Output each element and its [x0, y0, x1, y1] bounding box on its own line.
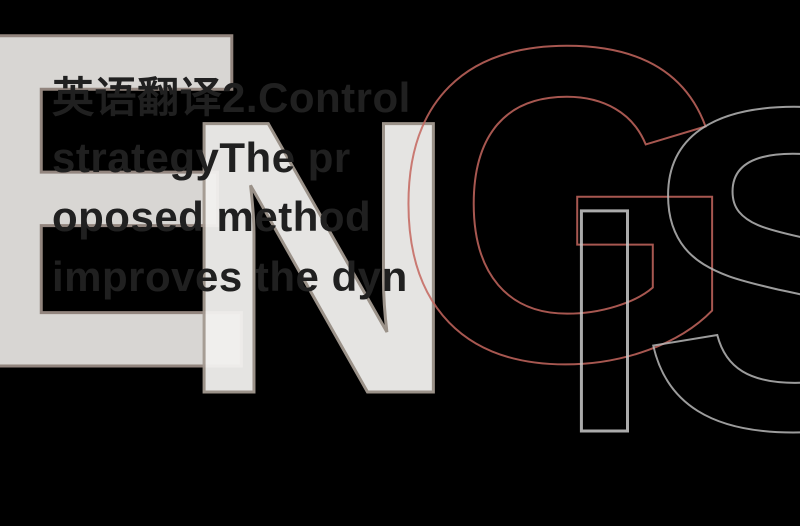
translation-prompt-text: 英语翻译2.Control strategyThe pr oposed meth… [52, 68, 752, 307]
text-line: oposed method [52, 193, 371, 240]
text-line: improves the dyn [52, 253, 408, 300]
text-line: 英语翻译2.Control [52, 74, 411, 121]
text-line: strategyThe pr [52, 134, 351, 181]
